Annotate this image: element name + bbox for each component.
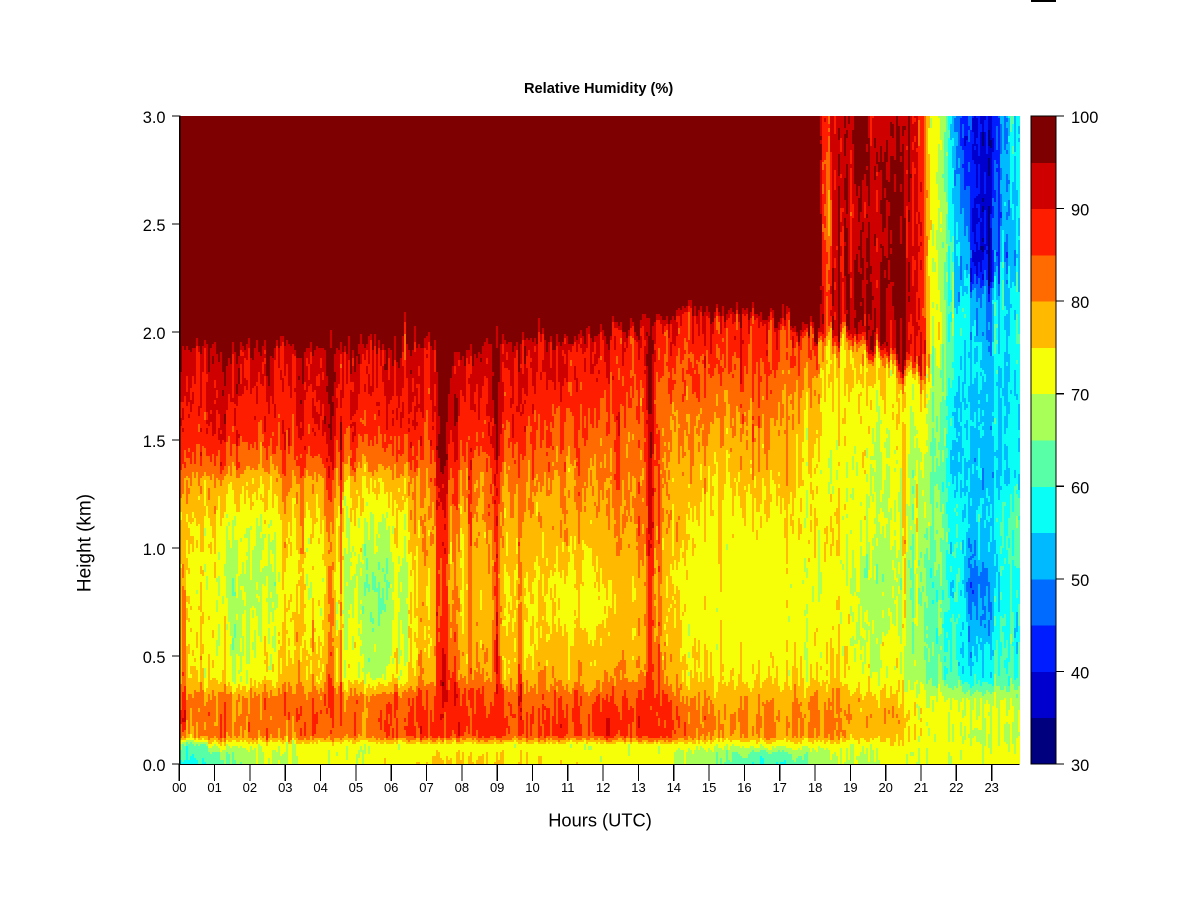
svg-text:21: 21 bbox=[914, 780, 928, 795]
svg-text:17: 17 bbox=[772, 780, 786, 795]
svg-text:60: 60 bbox=[1071, 479, 1089, 497]
svg-text:06: 06 bbox=[384, 780, 398, 795]
svg-text:100: 100 bbox=[1071, 109, 1098, 127]
svg-text:11: 11 bbox=[561, 780, 575, 795]
svg-text:22: 22 bbox=[949, 780, 963, 795]
svg-text:18: 18 bbox=[808, 780, 822, 795]
svg-text:09: 09 bbox=[490, 780, 504, 795]
svg-text:90: 90 bbox=[1071, 202, 1089, 220]
svg-text:03: 03 bbox=[278, 780, 292, 795]
svg-text:05: 05 bbox=[349, 780, 363, 795]
svg-text:0.5: 0.5 bbox=[143, 649, 166, 667]
svg-text:08: 08 bbox=[455, 780, 469, 795]
svg-text:3.0: 3.0 bbox=[143, 109, 166, 127]
svg-text:70: 70 bbox=[1071, 387, 1089, 405]
svg-text:19: 19 bbox=[843, 780, 857, 795]
svg-text:30: 30 bbox=[1071, 757, 1089, 775]
svg-text:50: 50 bbox=[1071, 572, 1089, 590]
svg-text:2.0: 2.0 bbox=[143, 325, 166, 343]
svg-text:2.5: 2.5 bbox=[143, 217, 166, 235]
svg-text:0.0: 0.0 bbox=[143, 757, 166, 775]
svg-text:02: 02 bbox=[243, 780, 257, 795]
svg-text:Hours (UTC): Hours (UTC) bbox=[548, 810, 652, 831]
svg-text:40: 40 bbox=[1071, 664, 1089, 682]
svg-text:10: 10 bbox=[525, 780, 539, 795]
svg-text:12: 12 bbox=[596, 780, 610, 795]
svg-text:16: 16 bbox=[737, 780, 751, 795]
svg-text:00: 00 bbox=[172, 780, 186, 795]
svg-text:80: 80 bbox=[1071, 294, 1089, 312]
svg-text:13: 13 bbox=[631, 780, 645, 795]
svg-text:20: 20 bbox=[878, 780, 892, 795]
svg-text:23: 23 bbox=[984, 780, 998, 795]
svg-text:1.0: 1.0 bbox=[143, 541, 166, 559]
svg-text:Relative Humidity (%): Relative Humidity (%) bbox=[524, 81, 673, 97]
svg-text:Height (km): Height (km) bbox=[74, 494, 95, 592]
svg-text:01: 01 bbox=[207, 780, 221, 795]
svg-text:14: 14 bbox=[667, 780, 681, 795]
svg-text:1.5: 1.5 bbox=[143, 433, 166, 451]
svg-text:04: 04 bbox=[313, 780, 327, 795]
svg-text:15: 15 bbox=[702, 780, 716, 795]
svg-text:07: 07 bbox=[419, 780, 433, 795]
